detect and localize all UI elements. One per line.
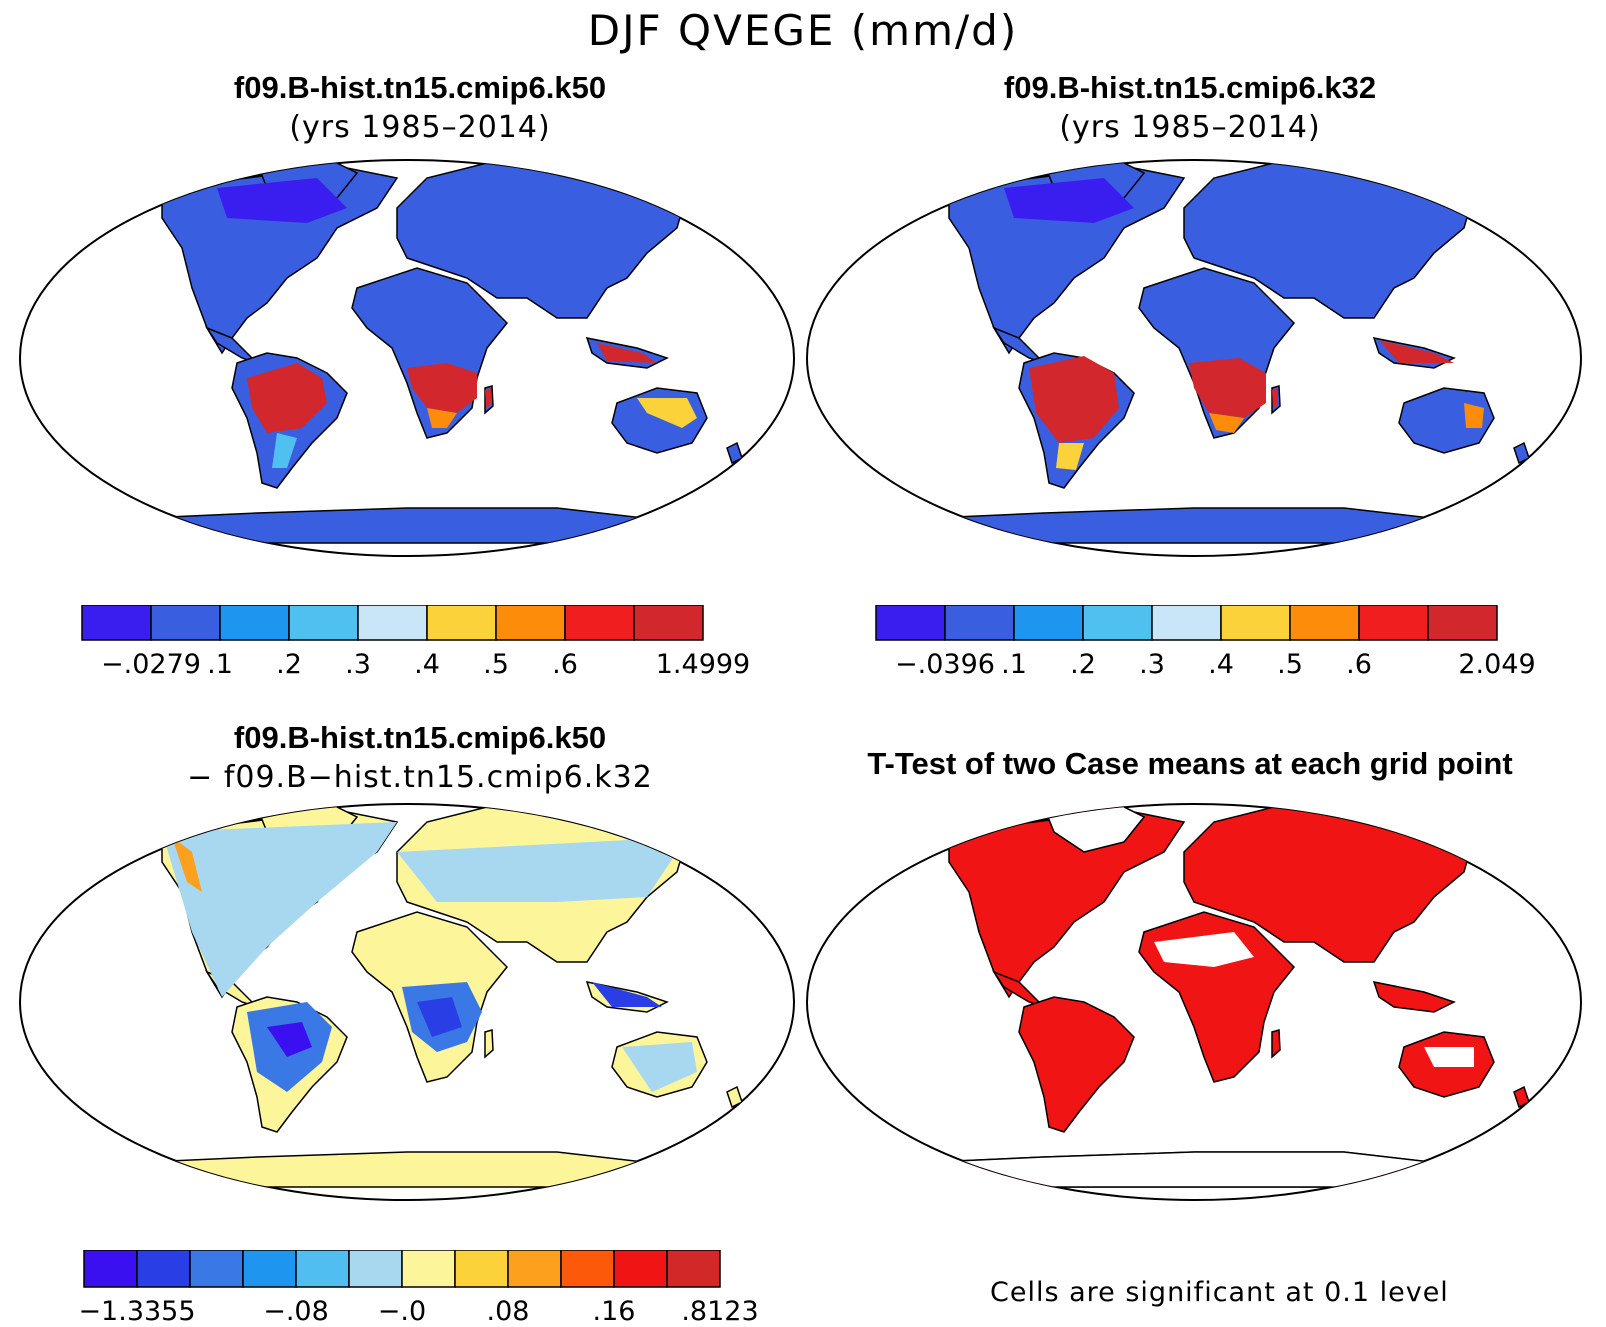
panel-3-title: f09.B-hist.tn15.cmip6.k50 − f09.B−hist.t… (60, 718, 780, 798)
colorbar-tick-label: −1.3355 (78, 1296, 195, 1327)
colorbar-tick-label: .08 (487, 1296, 530, 1327)
panel-4-title-line1: T-Test of two Case means at each grid po… (867, 746, 1513, 781)
panel-1-title-line1: f09.B-hist.tn15.cmip6.k50 (233, 70, 607, 105)
colorbar-tick-label: −.0 (378, 1296, 426, 1327)
colorbar-swatch (666, 1250, 721, 1288)
colorbar-swatch (357, 605, 428, 641)
colorbar-tick-label: .2 (1070, 649, 1096, 680)
colorbar-swatch (426, 605, 497, 641)
colorbar-swatch (83, 1250, 138, 1288)
colorbar-tick-label: .1 (207, 649, 233, 680)
panel-1-title: f09.B-hist.tn15.cmip6.k50 (yrs 1985–2014… (80, 68, 760, 148)
colorbar-swatch (1358, 605, 1429, 641)
colorbar-swatch (348, 1250, 403, 1288)
colorbar-tick-label: −.0279 (101, 649, 201, 680)
panel-1-colorbar: −.0279.1 .2 .3 .4 .5 .6 1.4999 (81, 605, 750, 680)
colorbar-tick-label: .3 (345, 649, 371, 680)
panel-2-title: f09.B-hist.tn15.cmip6.k32 (yrs 1985–2014… (850, 68, 1530, 148)
panel-1-map (19, 159, 795, 557)
colorbar-tick-label: .5 (1277, 649, 1303, 680)
colorbar-swatch (136, 1250, 191, 1288)
colorbar-tick-label: −.0396 (895, 649, 995, 680)
colorbar-swatch (875, 605, 946, 641)
colorbar-swatch (1013, 605, 1084, 641)
panel-4-title: T-Test of two Case means at each grid po… (820, 744, 1560, 784)
colorbar-swatch (454, 1250, 509, 1288)
colorbar-swatch (495, 605, 566, 641)
colorbar-swatch (219, 605, 290, 641)
panel-2-map (806, 159, 1582, 557)
panel-1-title-line2: (yrs 1985–2014) (289, 110, 551, 145)
panel-4-map (806, 803, 1582, 1201)
colorbar-tick-label: −.08 (263, 1296, 329, 1327)
colorbar-swatch (288, 605, 359, 641)
colorbar-tick-label: .4 (414, 649, 440, 680)
panel-3-title-line1: f09.B-hist.tn15.cmip6.k50 (233, 720, 607, 755)
colorbar-tick-label: .6 (552, 649, 578, 680)
colorbar-tick-label: .8123 (681, 1296, 758, 1327)
main-title: DJF QVEGE (mm/d) (587, 6, 1019, 55)
colorbar-swatch (633, 605, 704, 641)
colorbar-tick-label: .6 (1346, 649, 1372, 680)
colorbar-tick-label: .1 (1001, 649, 1027, 680)
panel-3-colorbar: −1.3355 −.08 −.0 .08 .16 .8123 (78, 1250, 759, 1327)
colorbar-tick-label: .2 (276, 649, 302, 680)
colorbar-swatch (507, 1250, 562, 1288)
significance-note: Cells are significant at 0.1 level (990, 1277, 1449, 1308)
panel-2-colorbar: −.0396.1 .2 .3 .4 .5 .6 2.049 (875, 605, 1536, 680)
colorbar-swatch (560, 1250, 615, 1288)
panel-2-title-line2: (yrs 1985–2014) (1059, 110, 1321, 145)
colorbar-swatch (1151, 605, 1222, 641)
colorbar-swatch (401, 1250, 456, 1288)
colorbar-tick-label: .3 (1139, 649, 1165, 680)
colorbar-swatch (1082, 605, 1153, 641)
panel-3-title-line2: − f09.B−hist.tn15.cmip6.k32 (187, 760, 653, 795)
colorbar-tick-label: .4 (1208, 649, 1234, 680)
colorbar-swatch (150, 605, 221, 641)
colorbar-swatch (189, 1250, 244, 1288)
colorbar-swatch (1220, 605, 1291, 641)
colorbar-swatch (564, 605, 635, 641)
colorbar-tick-label: .16 (593, 1296, 636, 1327)
colorbar-swatch (295, 1250, 350, 1288)
colorbar-swatch (1427, 605, 1498, 641)
colorbar-tick-label: 2.049 (1458, 649, 1535, 680)
colorbar-tick-label: .5 (483, 649, 509, 680)
panel-3-map (19, 803, 795, 1201)
colorbar-swatch (1289, 605, 1360, 641)
colorbar-swatch (944, 605, 1015, 641)
colorbar-tick-label: 1.4999 (656, 649, 750, 680)
panel-2-title-line1: f09.B-hist.tn15.cmip6.k32 (1003, 70, 1377, 105)
colorbar-swatch (613, 1250, 668, 1288)
colorbar-swatch (81, 605, 152, 641)
colorbar-swatch (242, 1250, 297, 1288)
